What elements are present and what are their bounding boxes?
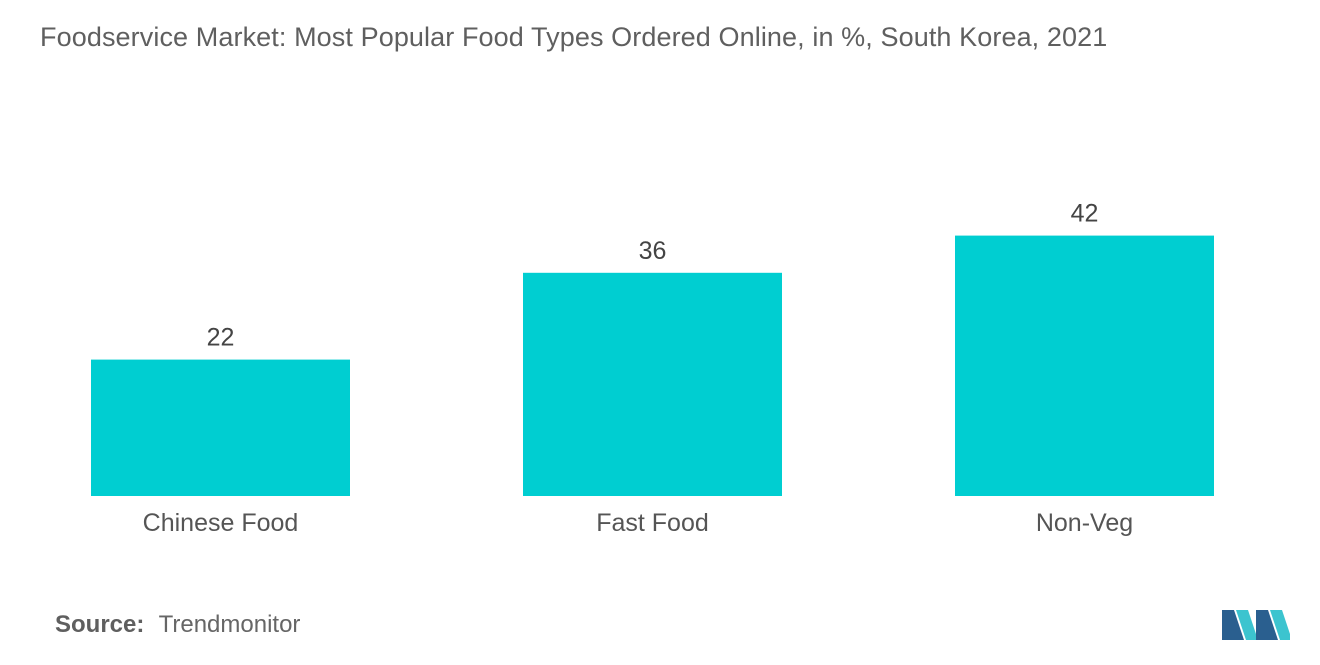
source-value: Trendmonitor <box>158 611 301 638</box>
category-label: Chinese Food <box>143 509 299 537</box>
bar-fast-food <box>523 272 782 496</box>
brand-logo-icon <box>1222 610 1290 640</box>
source-note: Source: Trendmonitor <box>55 611 300 639</box>
source-label: Source: <box>55 611 145 638</box>
bar-chart: 22 Chinese Food 36 Fast Food 42 Non-Veg <box>91 200 1214 537</box>
bar-non-veg <box>955 235 1214 496</box>
category-label: Non-Veg <box>1036 509 1133 537</box>
bar-chinese-food <box>91 359 350 496</box>
category-label: Fast Food <box>596 509 709 537</box>
data-label: 22 <box>207 324 235 352</box>
data-label: 36 <box>639 237 667 265</box>
data-label: 42 <box>1071 200 1099 228</box>
chart-title: Foodservice Market: Most Popular Food Ty… <box>40 22 1108 52</box>
